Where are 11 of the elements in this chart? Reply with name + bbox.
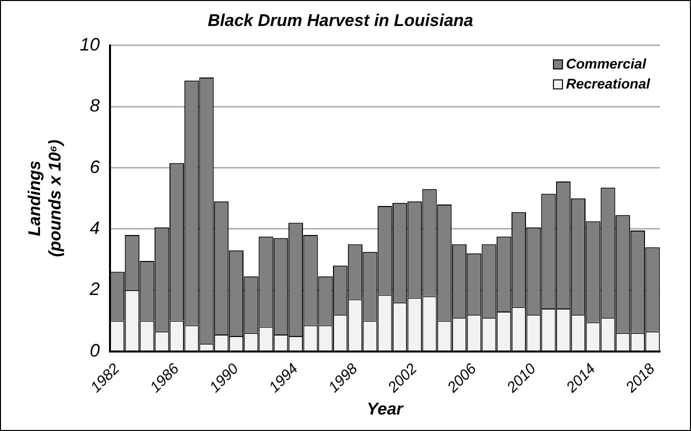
y-tick-label: 0	[90, 340, 100, 360]
x-axis-title: Year	[366, 399, 404, 418]
chart-title: Black Drum Harvest in Louisiana	[208, 10, 474, 30]
y-tick-label: 4	[90, 218, 100, 238]
y-tick-label: 10	[80, 34, 100, 54]
y-tick-label: 2	[88, 279, 100, 300]
y-tick-label: 8	[90, 96, 100, 116]
y-axis-title: Landings (pounds x 10⁶)	[24, 139, 64, 258]
legend-label: Recreational	[566, 75, 652, 92]
y-tick-label: 6	[90, 156, 101, 177]
legend-label: Commercial	[566, 55, 648, 72]
